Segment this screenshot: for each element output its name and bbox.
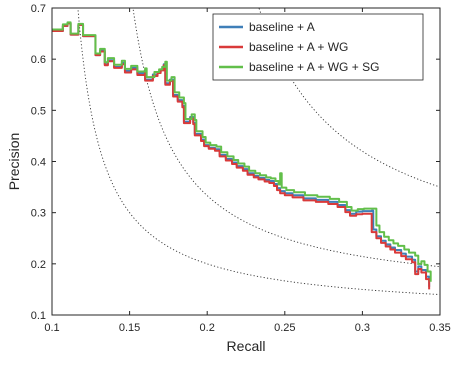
x-tick-label: 0.25: [274, 322, 295, 334]
legend-label: baseline + A + WG: [249, 40, 348, 54]
x-tick-label: 0.3: [355, 322, 370, 334]
series-line-3: [52, 21, 432, 282]
legend-label: baseline + A: [249, 20, 315, 34]
legend: baseline + A baseline + A + WG baseline + …: [212, 13, 424, 81]
legend-entries: baseline + A baseline + A + WG baseline + …: [219, 20, 379, 74]
series-line-2: [52, 22, 431, 290]
series-line-1: [52, 22, 431, 287]
x-tick-label: 0.35: [429, 322, 450, 334]
x-axis-title: Recall: [227, 338, 266, 354]
legend-box: [212, 13, 424, 81]
y-tick-label: 0.6: [31, 54, 46, 66]
y-axis-ticks: 0.1 0.2 0.3 0.4 0.5 0.6 0.7: [31, 3, 440, 322]
y-tick-label: 0.1: [31, 310, 46, 322]
x-tick-label: 0.2: [200, 322, 215, 334]
y-tick-label: 0.4: [31, 157, 46, 169]
plot-area: 0.1 0.15 0.2 0.25 0.3 0.35 0.1 0.2 0.3 0.4 0.5 0.6…: [31, 3, 451, 334]
x-axis-ticks: 0.1 0.15 0.2 0.25 0.3 0.35: [44, 8, 451, 334]
x-tick-label: 0.15: [119, 322, 140, 334]
y-tick-label: 0.3: [31, 208, 46, 220]
legend-entry: baseline + A + WG: [219, 40, 348, 54]
y-axis-title: Precision: [6, 133, 22, 191]
series-layer: [52, 21, 432, 290]
y-tick-label: 0.5: [31, 105, 46, 117]
iso-f-curves: [77, 8, 440, 295]
iso-f-curve-3: [258, 8, 440, 188]
x-tick-label: 0.1: [44, 322, 59, 334]
legend-entry: baseline + A + WG + SG: [219, 60, 379, 74]
y-tick-label: 0.2: [31, 259, 46, 271]
y-tick-label: 0.7: [31, 3, 46, 15]
legend-label: baseline + A + WG + SG: [249, 60, 379, 74]
legend-entry: baseline + A: [219, 20, 315, 34]
